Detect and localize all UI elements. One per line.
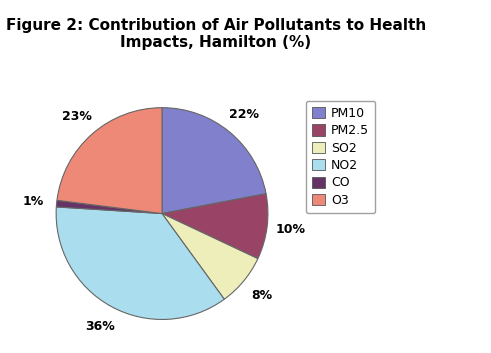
Wedge shape <box>56 207 224 319</box>
Text: 8%: 8% <box>251 289 272 303</box>
Legend: PM10, PM2.5, SO2, NO2, CO, O3: PM10, PM2.5, SO2, NO2, CO, O3 <box>306 101 375 213</box>
Wedge shape <box>162 194 268 259</box>
Text: Figure 2: Contribution of Air Pollutants to Health
Impacts, Hamilton (%): Figure 2: Contribution of Air Pollutants… <box>6 18 426 50</box>
Wedge shape <box>56 200 162 214</box>
Text: 22%: 22% <box>229 108 259 120</box>
Text: 23%: 23% <box>62 110 91 123</box>
Text: 1%: 1% <box>23 195 44 208</box>
Wedge shape <box>162 108 266 214</box>
Wedge shape <box>57 108 162 214</box>
Wedge shape <box>162 214 258 299</box>
Text: 36%: 36% <box>85 320 115 333</box>
Text: 10%: 10% <box>275 223 305 236</box>
